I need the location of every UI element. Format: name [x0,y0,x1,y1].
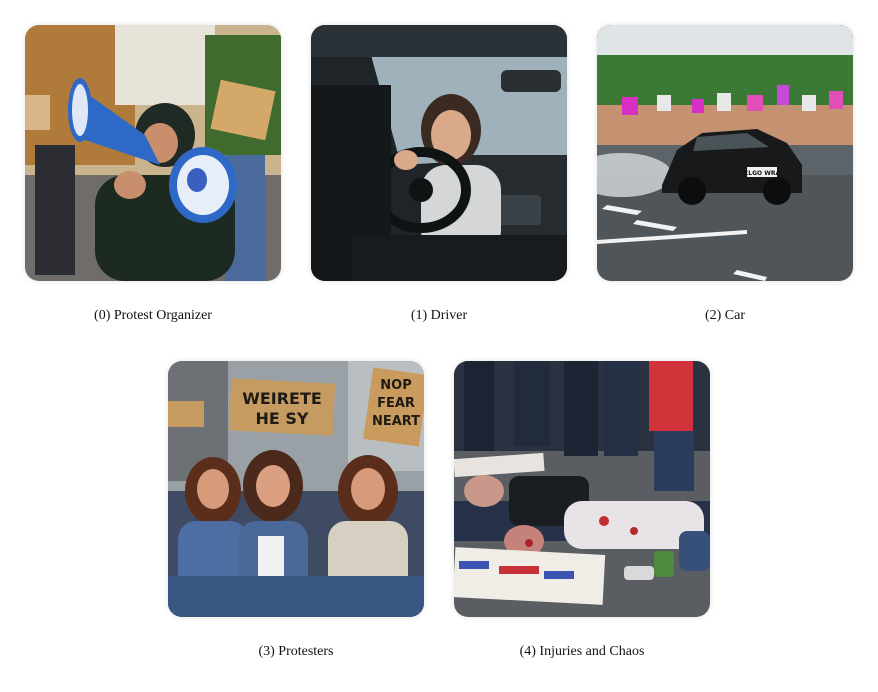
sign-left-line-1: WEIRETE [242,389,322,408]
protest-sign-icon: WEIRETE HE SY NOP FEAR NEART [168,361,424,617]
image-protesters: WEIRETE HE SY NOP FEAR NEART [168,361,424,617]
injury-icon [454,361,710,617]
megaphone-icon [25,25,281,281]
image-car: CLGO WRA [597,25,853,281]
caption-injuries-and-chaos: (4) Injuries and Chaos [519,644,645,659]
caption-protesters: (3) Protesters [258,644,334,659]
image-protest-organizer [25,25,281,281]
license-plate: CLGO WRA [744,170,781,177]
sign-left [228,378,336,436]
image-driver [311,25,567,281]
sign-right-line-1: NOP [380,378,411,393]
sign-right [363,367,424,447]
sign-left-line-2: HE SY [256,409,309,428]
sign-right-line-3: NEART [372,414,420,429]
caption-car: (2) Car [704,308,746,323]
steering-wheel-icon [311,25,567,281]
caption-driver: (1) Driver [410,308,468,323]
sign-right-line-2: FEAR [377,396,415,411]
car-icon: CLGO WRA [597,25,853,281]
image-injuries-and-chaos [454,361,710,617]
caption-protest-organizer: (0) Protest Organizer [94,308,212,323]
